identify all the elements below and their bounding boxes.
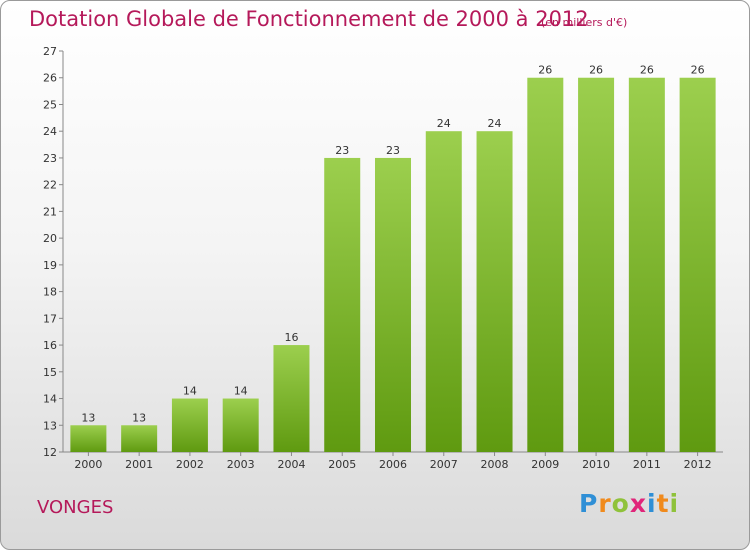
bar-value-label: 16: [284, 331, 298, 344]
chart-title: Dotation Globale de Fonctionnement de 20…: [29, 7, 589, 31]
x-tick-label: 2002: [176, 458, 204, 471]
x-tick-label: 2010: [582, 458, 610, 471]
bar-value-label: 24: [488, 117, 502, 130]
y-tick-label: 24: [43, 125, 57, 138]
bar: [425, 131, 462, 452]
logo-letter: x: [629, 489, 647, 518]
bar-value-label: 26: [691, 64, 705, 77]
logo-letter: i: [669, 489, 680, 518]
bar: [679, 77, 716, 452]
x-tick-label: 2005: [328, 458, 356, 471]
logo-letter: o: [611, 489, 630, 518]
logo-letter: r: [598, 489, 612, 518]
bar: [324, 157, 361, 452]
y-tick-label: 17: [43, 312, 57, 325]
bar: [121, 425, 158, 452]
x-tick-label: 2006: [379, 458, 407, 471]
y-tick-label: 23: [43, 152, 57, 165]
y-tick-label: 26: [43, 72, 57, 85]
x-tick-label: 2007: [430, 458, 458, 471]
y-tick-label: 12: [43, 446, 57, 459]
y-tick-label: 25: [43, 98, 57, 111]
logo-letter: P: [579, 489, 599, 518]
x-tick-label: 2000: [74, 458, 102, 471]
bar-value-label: 14: [234, 385, 248, 398]
bar: [375, 157, 411, 452]
bar-value-label: 14: [183, 385, 197, 398]
chart-unit: (en milliers d'€): [541, 16, 628, 29]
x-tick-label: 2001: [125, 458, 153, 471]
bar: [171, 398, 208, 452]
bar-value-label: 13: [132, 411, 146, 424]
y-tick-label: 15: [43, 366, 57, 379]
bar-value-label: 26: [589, 64, 603, 77]
x-tick-label: 2004: [277, 458, 305, 471]
location-name: VONGES: [37, 497, 114, 518]
bar: [527, 77, 564, 452]
bar: [476, 131, 513, 452]
y-tick-label: 27: [43, 45, 57, 58]
bar: [70, 425, 107, 452]
bar-value-label: 26: [538, 64, 552, 77]
bar-value-label: 13: [81, 411, 95, 424]
y-tick-label: 22: [43, 179, 57, 192]
x-tick-label: 2009: [531, 458, 559, 471]
y-tick-label: 20: [43, 232, 57, 245]
bar-value-label: 24: [437, 117, 451, 130]
y-tick-label: 21: [43, 205, 57, 218]
x-tick-label: 2012: [684, 458, 712, 471]
y-tick-label: 14: [43, 393, 57, 406]
bar-value-label: 23: [335, 144, 349, 157]
bar-value-label: 23: [386, 144, 400, 157]
proxiti-logo[interactable]: Proxiti: [579, 489, 679, 518]
y-tick-label: 16: [43, 339, 57, 352]
bar: [222, 398, 259, 452]
y-tick-label: 13: [43, 419, 57, 432]
bar-value-label: 26: [640, 64, 654, 77]
logo-letter: i: [647, 489, 657, 518]
y-tick-label: 18: [43, 286, 57, 299]
logo-letter: t: [656, 489, 670, 518]
y-tick-label: 19: [43, 259, 57, 272]
x-tick-label: 2011: [633, 458, 661, 471]
bar: [273, 345, 310, 452]
bar: [628, 77, 665, 452]
x-tick-label: 2003: [227, 458, 255, 471]
bar: [578, 77, 615, 452]
x-tick-label: 2008: [481, 458, 509, 471]
